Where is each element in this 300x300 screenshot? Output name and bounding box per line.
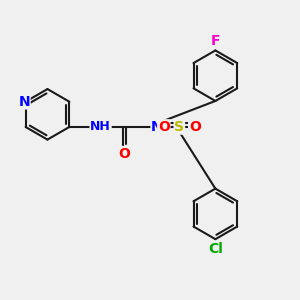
Text: S: S	[174, 120, 184, 134]
Text: F: F	[211, 34, 220, 48]
Text: Cl: Cl	[208, 242, 223, 256]
Text: O: O	[158, 120, 170, 134]
Text: O: O	[189, 120, 201, 134]
Text: N: N	[151, 120, 163, 134]
Text: NH: NH	[90, 121, 111, 134]
Text: O: O	[118, 147, 130, 161]
Text: N: N	[18, 95, 30, 109]
